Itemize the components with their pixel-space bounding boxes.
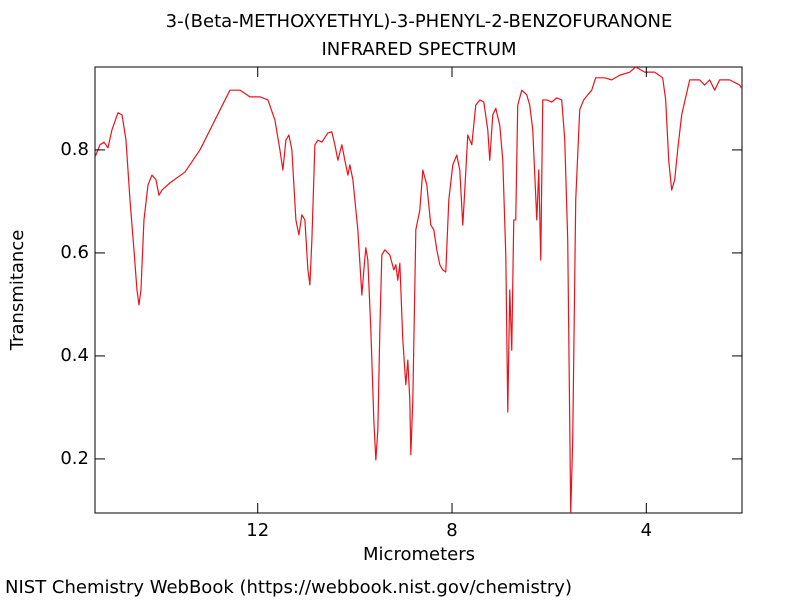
x-tick-label: 4 — [641, 520, 652, 541]
spectrum-line — [95, 67, 742, 513]
x-tick-label: 12 — [246, 520, 269, 541]
y-tick-label: 0.6 — [60, 242, 89, 263]
y-tick-label: 0.2 — [60, 448, 89, 469]
plot-area — [95, 67, 742, 513]
source-note: NIST Chemistry WebBook (https://webbook.… — [5, 577, 572, 598]
y-axis-label: Transmitance — [7, 230, 28, 352]
x-tick-label: 8 — [446, 520, 457, 541]
y-tick-label: 0.8 — [60, 139, 89, 160]
chart-subtitle: INFRARED SPECTRUM — [321, 39, 516, 60]
y-tick-label: 0.4 — [60, 345, 89, 366]
plot-frame — [94, 66, 743, 514]
x-axis-label: Micrometers — [363, 544, 475, 565]
chart-title: 3-(Beta-METHOXYETHYL)-3-PHENYL-2-BENZOFU… — [166, 11, 673, 32]
